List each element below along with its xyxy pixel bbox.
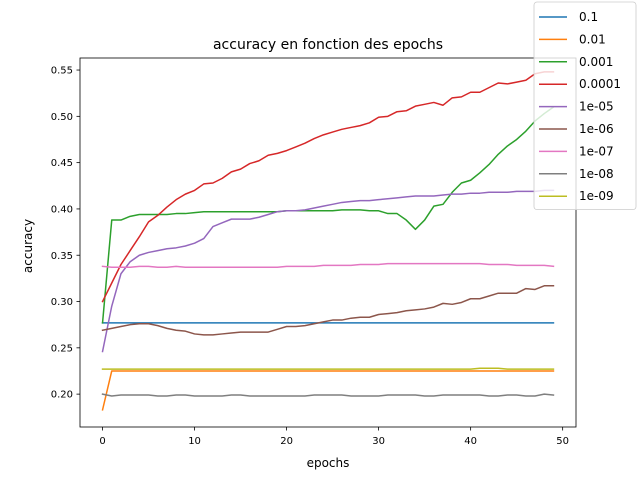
y-tick-label: 0.20 [51, 390, 73, 401]
x-tick-label: 20 [280, 436, 293, 447]
x-tick-label: 10 [188, 436, 201, 447]
y-tick-label: 0.30 [51, 297, 73, 308]
y-tick-label: 0.35 [51, 251, 73, 262]
y-tick-label: 0.50 [51, 112, 73, 123]
legend-label-2: 0.001 [579, 55, 613, 69]
legend-label-3: 0.0001 [579, 77, 621, 91]
legend-label-5: 1e-06 [579, 122, 614, 136]
x-tick-label: 50 [556, 436, 569, 447]
series-line-5 [101, 285, 555, 336]
y-tick-label: 0.25 [51, 343, 73, 354]
x-tick-label: 30 [372, 436, 385, 447]
series-line-3 [101, 71, 555, 303]
series-line-4 [101, 189, 555, 353]
legend-label-4: 1e-05 [579, 100, 614, 114]
legend-box [533, 1, 637, 211]
chart-title: accuracy en fonction des epochs [213, 37, 443, 53]
y-tick-label: 0.45 [51, 158, 73, 169]
legend-label-6: 1e-07 [579, 144, 614, 158]
x-axis-label: epochs [307, 456, 350, 470]
series-line-6 [101, 262, 555, 269]
legend-label-1: 0.01 [579, 32, 606, 46]
x-tick-label: 40 [464, 436, 477, 447]
y-tick-label: 0.55 [51, 66, 73, 77]
y-tick-label: 0.40 [51, 205, 73, 216]
legend-label-0: 0.1 [579, 10, 598, 24]
legend-label-8: 1e-09 [579, 189, 614, 203]
x-tick-label: 0 [99, 436, 105, 447]
series-line-1 [101, 370, 555, 411]
series-line-8 [101, 367, 555, 370]
series-line-2 [101, 106, 555, 324]
x-axis-ticks: 0 10 20 30 40 50 [99, 427, 569, 447]
legend-label-7: 1e-08 [579, 167, 614, 181]
plot-area [79, 57, 577, 428]
series-line-7 [101, 393, 555, 397]
axes-frame [79, 57, 577, 428]
legend: 0.1 0.01 0.001 0.0001 1e-05 1e-06 1e-07 1e-08 1e… [533, 1, 637, 211]
y-axis-label: accuracy [21, 219, 35, 273]
y-axis-ticks: 0.20 0.25 0.30 0.35 0.40 0.45 0.50 0.55 [51, 66, 80, 401]
